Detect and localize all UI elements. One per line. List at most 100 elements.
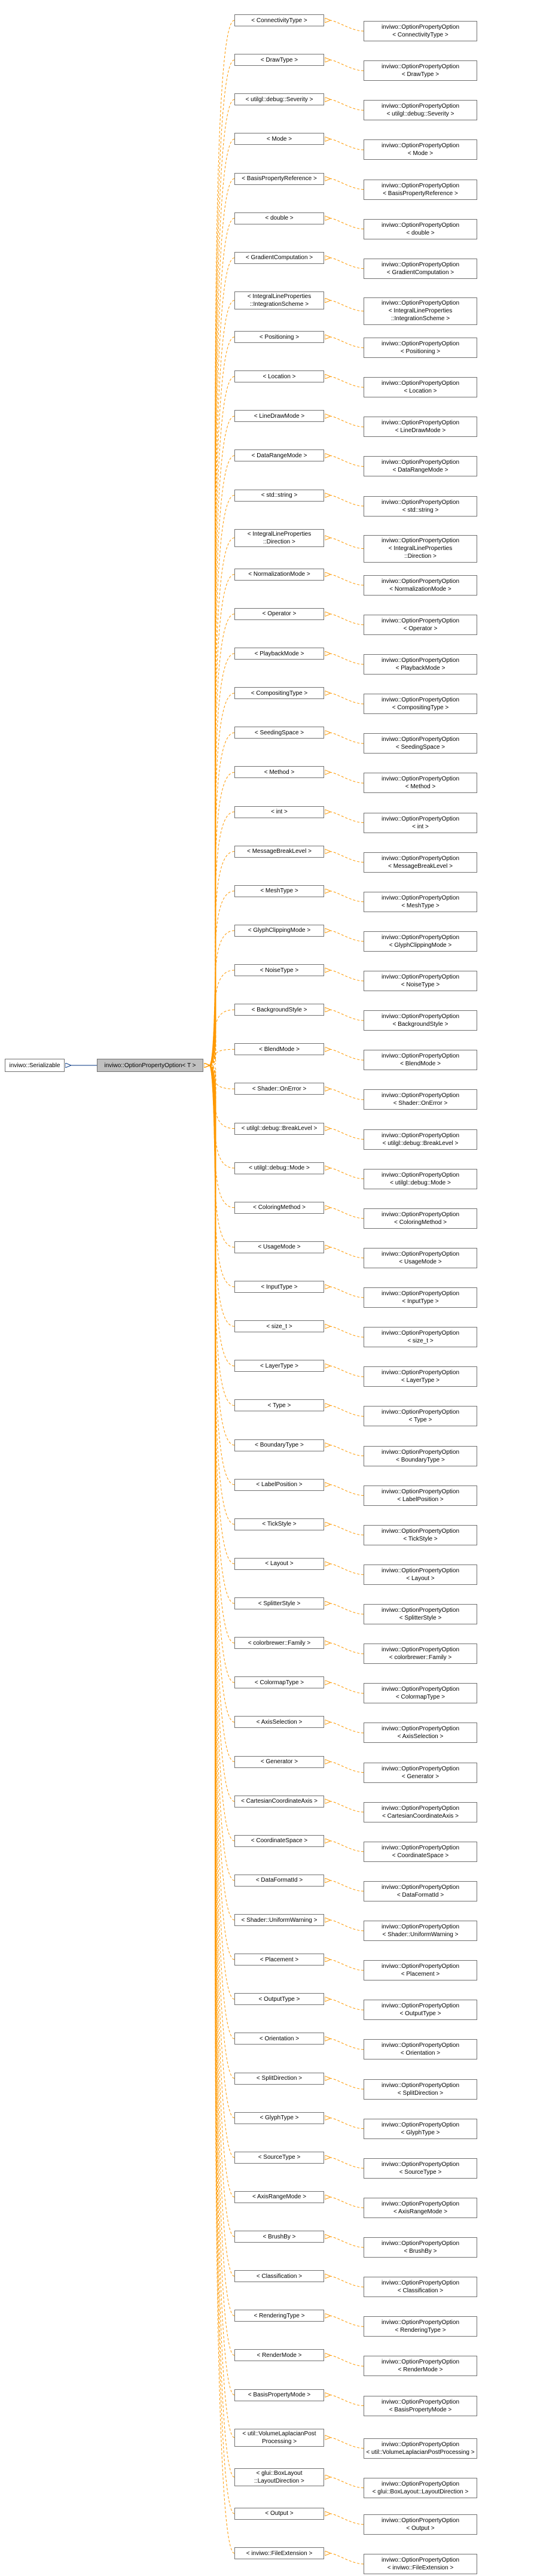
specialization-node[interactable]: inviwo::OptionPropertyOption< inviwo::Fi… <box>364 2554 477 2574</box>
template-param-node[interactable]: < ColormapType > <box>234 1676 324 1688</box>
specialization-node[interactable]: inviwo::OptionPropertyOption< GlyphType … <box>364 2119 477 2139</box>
template-param-node[interactable]: < colorbrewer::Family > <box>234 1637 324 1649</box>
template-param-node[interactable]: < Shader::UniformWarning > <box>234 1914 324 1926</box>
specialization-node[interactable]: inviwo::OptionPropertyOption< Mode > <box>364 139 477 160</box>
template-param-node[interactable]: < IntegralLineProperties::IntegrationSch… <box>234 291 324 309</box>
specialization-node[interactable]: inviwo::OptionPropertyOption< BoundaryTy… <box>364 1446 477 1466</box>
template-param-node[interactable]: < LineDrawMode > <box>234 410 324 422</box>
specialization-node[interactable]: inviwo::OptionPropertyOption< SplitterSt… <box>364 1604 477 1624</box>
template-param-node[interactable]: < InputType > <box>234 1281 324 1293</box>
specialization-node[interactable]: inviwo::OptionPropertyOption< Type > <box>364 1406 477 1426</box>
template-param-node[interactable]: < Generator > <box>234 1756 324 1768</box>
specialization-node[interactable]: inviwo::OptionPropertyOption< AxisRangeM… <box>364 2198 477 2218</box>
template-param-node[interactable]: < int > <box>234 806 324 818</box>
specialization-node[interactable]: inviwo::OptionPropertyOption< IntegralLi… <box>364 297 477 325</box>
specialization-node[interactable]: inviwo::OptionPropertyOption< UsageMode … <box>364 1248 477 1268</box>
specialization-node[interactable]: inviwo::OptionPropertyOption< PlaybackMo… <box>364 654 477 675</box>
specialization-node[interactable]: inviwo::OptionPropertyOption< Shader::Un… <box>364 1921 477 1941</box>
specialization-node[interactable]: inviwo::OptionPropertyOption< Classifica… <box>364 2277 477 2297</box>
template-param-node[interactable]: < BlendMode > <box>234 1043 324 1055</box>
template-param-node[interactable]: < LayerType > <box>234 1360 324 1372</box>
template-param-node[interactable]: < TickStyle > <box>234 1518 324 1530</box>
specialization-node[interactable]: inviwo::OptionPropertyOption< Layout > <box>364 1565 477 1585</box>
specialization-node[interactable]: inviwo::OptionPropertyOption< Placement … <box>364 1960 477 1980</box>
template-param-node[interactable]: < CoordinateSpace > <box>234 1835 324 1847</box>
specialization-node[interactable]: inviwo::OptionPropertyOption< GradientCo… <box>364 259 477 279</box>
specialization-node[interactable]: inviwo::OptionPropertyOption< Positionin… <box>364 338 477 358</box>
specialization-node[interactable]: inviwo::OptionPropertyOption< colorbrewe… <box>364 1644 477 1664</box>
specialization-node[interactable]: inviwo::OptionPropertyOption< BasisPrope… <box>364 2396 477 2416</box>
template-param-node[interactable]: < IntegralLineProperties::Direction > <box>234 529 324 547</box>
template-param-node[interactable]: < util::VolumeLaplacianPostProcessing > <box>234 2429 324 2447</box>
template-param-node[interactable]: < inviwo::FileExtension > <box>234 2547 324 2559</box>
specialization-node[interactable]: inviwo::OptionPropertyOption< utilgl::de… <box>364 1129 477 1150</box>
specialization-node[interactable]: inviwo::OptionPropertyOption< RenderingT… <box>364 2316 477 2337</box>
specialization-node[interactable]: inviwo::OptionPropertyOption< Operator > <box>364 615 477 635</box>
template-param-node[interactable]: < SeedingSpace > <box>234 727 324 739</box>
specialization-node[interactable]: inviwo::OptionPropertyOption< LineDrawMo… <box>364 417 477 437</box>
template-param-node[interactable]: < NoiseType > <box>234 964 324 976</box>
specialization-node[interactable]: inviwo::OptionPropertyOption< ColoringMe… <box>364 1208 477 1229</box>
template-param-node[interactable]: < AxisRangeMode > <box>234 2191 324 2203</box>
template-param-node[interactable]: < std::string > <box>234 490 324 502</box>
template-param-node[interactable]: < ColoringMethod > <box>234 1202 324 1214</box>
template-param-node[interactable]: < LabelPosition > <box>234 1479 324 1491</box>
specialization-node[interactable]: inviwo::OptionPropertyOption< std::strin… <box>364 496 477 517</box>
specialization-node[interactable]: inviwo::OptionPropertyOption< BrushBy > <box>364 2237 477 2258</box>
specialization-node[interactable]: inviwo::OptionPropertyOption< OutputType… <box>364 2000 477 2020</box>
template-param-node[interactable]: < GlyphClippingMode > <box>234 925 324 937</box>
specialization-node[interactable]: inviwo::OptionPropertyOption< TickStyle … <box>364 1525 477 1545</box>
template-param-node[interactable]: < CartesianCoordinateAxis > <box>234 1796 324 1808</box>
specialization-node[interactable]: inviwo::OptionPropertyOption< Coordinate… <box>364 1842 477 1862</box>
template-param-node[interactable]: < DataRangeMode > <box>234 449 324 461</box>
template-param-node[interactable]: < AxisSelection > <box>234 1716 324 1728</box>
specialization-node[interactable]: inviwo::OptionPropertyOption< double > <box>364 219 477 239</box>
specialization-node[interactable]: inviwo::OptionPropertyOption< NoiseType … <box>364 971 477 991</box>
specialization-node[interactable]: inviwo::OptionPropertyOption< DrawType > <box>364 60 477 81</box>
specialization-node[interactable]: inviwo::OptionPropertyOption< AxisSelect… <box>364 1723 477 1743</box>
specialization-node[interactable]: inviwo::OptionPropertyOption< SplitDirec… <box>364 2079 477 2100</box>
template-param-node[interactable]: < utilgl::debug::Mode > <box>234 1162 324 1174</box>
specialization-node[interactable]: inviwo::OptionPropertyOption< Location > <box>364 377 477 397</box>
specialization-node[interactable]: inviwo::OptionPropertyOption< Background… <box>364 1010 477 1031</box>
template-param-node[interactable]: < glui::BoxLayout::LayoutDirection > <box>234 2468 324 2486</box>
specialization-node[interactable]: inviwo::OptionPropertyOption< SourceType… <box>364 2158 477 2179</box>
specialization-node[interactable]: inviwo::OptionPropertyOption< InputType … <box>364 1287 477 1308</box>
specialization-node[interactable]: inviwo::OptionPropertyOption< BasisPrope… <box>364 180 477 200</box>
template-param-node[interactable]: < MessageBreakLevel > <box>234 846 324 858</box>
template-param-node[interactable]: < BackgroundStyle > <box>234 1004 324 1016</box>
specialization-node[interactable]: inviwo::OptionPropertyOption< Shader::On… <box>364 1089 477 1110</box>
specialization-node[interactable]: inviwo::OptionPropertyOption< utilgl::de… <box>364 100 477 120</box>
template-param-node[interactable]: < size_t > <box>234 1320 324 1332</box>
template-param-node[interactable]: < BasisPropertyMode > <box>234 2389 324 2401</box>
template-param-node[interactable]: < GlyphType > <box>234 2112 324 2124</box>
specialization-node[interactable]: inviwo::OptionPropertyOption< GlyphClipp… <box>364 931 477 952</box>
template-param-node[interactable]: < CompositingType > <box>234 687 324 699</box>
specialization-node[interactable]: inviwo::OptionPropertyOption< IntegralLi… <box>364 535 477 563</box>
template-param-node[interactable]: < Operator > <box>234 608 324 620</box>
template-param-node[interactable]: < Classification > <box>234 2270 324 2282</box>
template-param-node[interactable]: < SplitterStyle > <box>234 1597 324 1609</box>
specialization-node[interactable]: inviwo::OptionPropertyOption< Orientatio… <box>364 2039 477 2059</box>
specialization-node[interactable]: inviwo::OptionPropertyOption< int > <box>364 813 477 833</box>
template-param-node[interactable]: < BasisPropertyReference > <box>234 173 324 185</box>
template-param-node[interactable]: < Location > <box>234 370 324 382</box>
specialization-node[interactable]: inviwo::OptionPropertyOption< Connectivi… <box>364 21 477 41</box>
template-param-node[interactable]: < DataFormatId > <box>234 1875 324 1887</box>
template-param-node[interactable]: < Positioning > <box>234 331 324 343</box>
template-param-node[interactable]: < Orientation > <box>234 2033 324 2045</box>
template-param-node[interactable]: < MeshType > <box>234 885 324 897</box>
specialization-node[interactable]: inviwo::OptionPropertyOption< SeedingSpa… <box>364 733 477 754</box>
template-param-node[interactable]: < OutputType > <box>234 1993 324 2005</box>
template-param-node[interactable]: < RenderMode > <box>234 2349 324 2361</box>
specialization-node[interactable]: inviwo::OptionPropertyOption< MeshType > <box>364 892 477 912</box>
specialization-node[interactable]: inviwo::OptionPropertyOption< ColormapTy… <box>364 1683 477 1703</box>
specialization-node[interactable]: inviwo::OptionPropertyOption< MessageBre… <box>364 852 477 873</box>
specialization-node[interactable]: inviwo::OptionPropertyOption< Method > <box>364 773 477 793</box>
specialization-node[interactable]: inviwo::OptionPropertyOption< Normalizat… <box>364 575 477 596</box>
template-param-node[interactable]: < RenderingType > <box>234 2310 324 2322</box>
template-param-node[interactable]: < Type > <box>234 1399 324 1411</box>
template-param-node[interactable]: < double > <box>234 212 324 224</box>
specialization-node[interactable]: inviwo::OptionPropertyOption< CartesianC… <box>364 1802 477 1822</box>
node-serializable[interactable]: inviwo::Serializable <box>5 1059 65 1072</box>
